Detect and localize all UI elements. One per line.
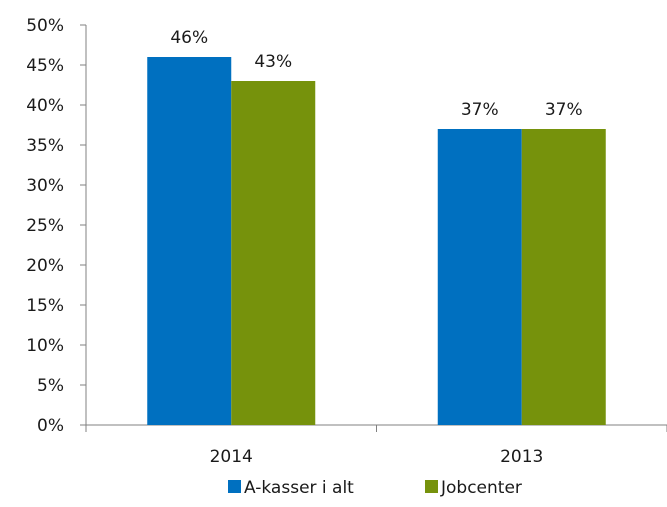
y-tick-label: 5% (37, 376, 64, 396)
chart-bars (147, 57, 606, 425)
legend-swatch (228, 480, 241, 493)
y-tick-label: 0% (37, 416, 64, 436)
y-tick-label: 20% (26, 256, 64, 276)
x-category-label: 2014 (210, 447, 253, 467)
data-label: 43% (254, 52, 292, 72)
legend-label: A-kasser i alt (244, 478, 354, 498)
data-label: 46% (170, 28, 208, 48)
y-tick-label: 30% (26, 176, 64, 196)
y-tick-label: 40% (26, 96, 64, 116)
bar-a-kasser-i-alt-2013 (437, 129, 522, 425)
y-tick-label: 25% (26, 216, 64, 236)
y-tick-label: 35% (26, 136, 64, 156)
legend-label: Jobcenter (440, 478, 522, 498)
bar-jobcenter-2014 (231, 81, 316, 425)
data-label: 37% (545, 100, 583, 120)
bar-a-kasser-i-alt-2014 (147, 57, 232, 425)
chart-axes: 0% 5% 10% 15% 20% 25% 30% 35% 40% 45% 50% 2014 2013 (26, 16, 667, 467)
chart-data-labels: 46% 43% 37% 37% (170, 28, 582, 120)
y-tick-label: 50% (26, 16, 64, 36)
legend-swatch (425, 480, 438, 493)
y-tick-label: 15% (26, 296, 64, 316)
y-tick-label: 10% (26, 336, 64, 356)
y-tick-label: 45% (26, 56, 64, 76)
bar-jobcenter-2013 (521, 129, 606, 425)
chart-legend: A-kasser i alt Jobcenter (228, 478, 522, 498)
data-label: 37% (461, 100, 499, 120)
x-category-label: 2013 (500, 447, 543, 467)
